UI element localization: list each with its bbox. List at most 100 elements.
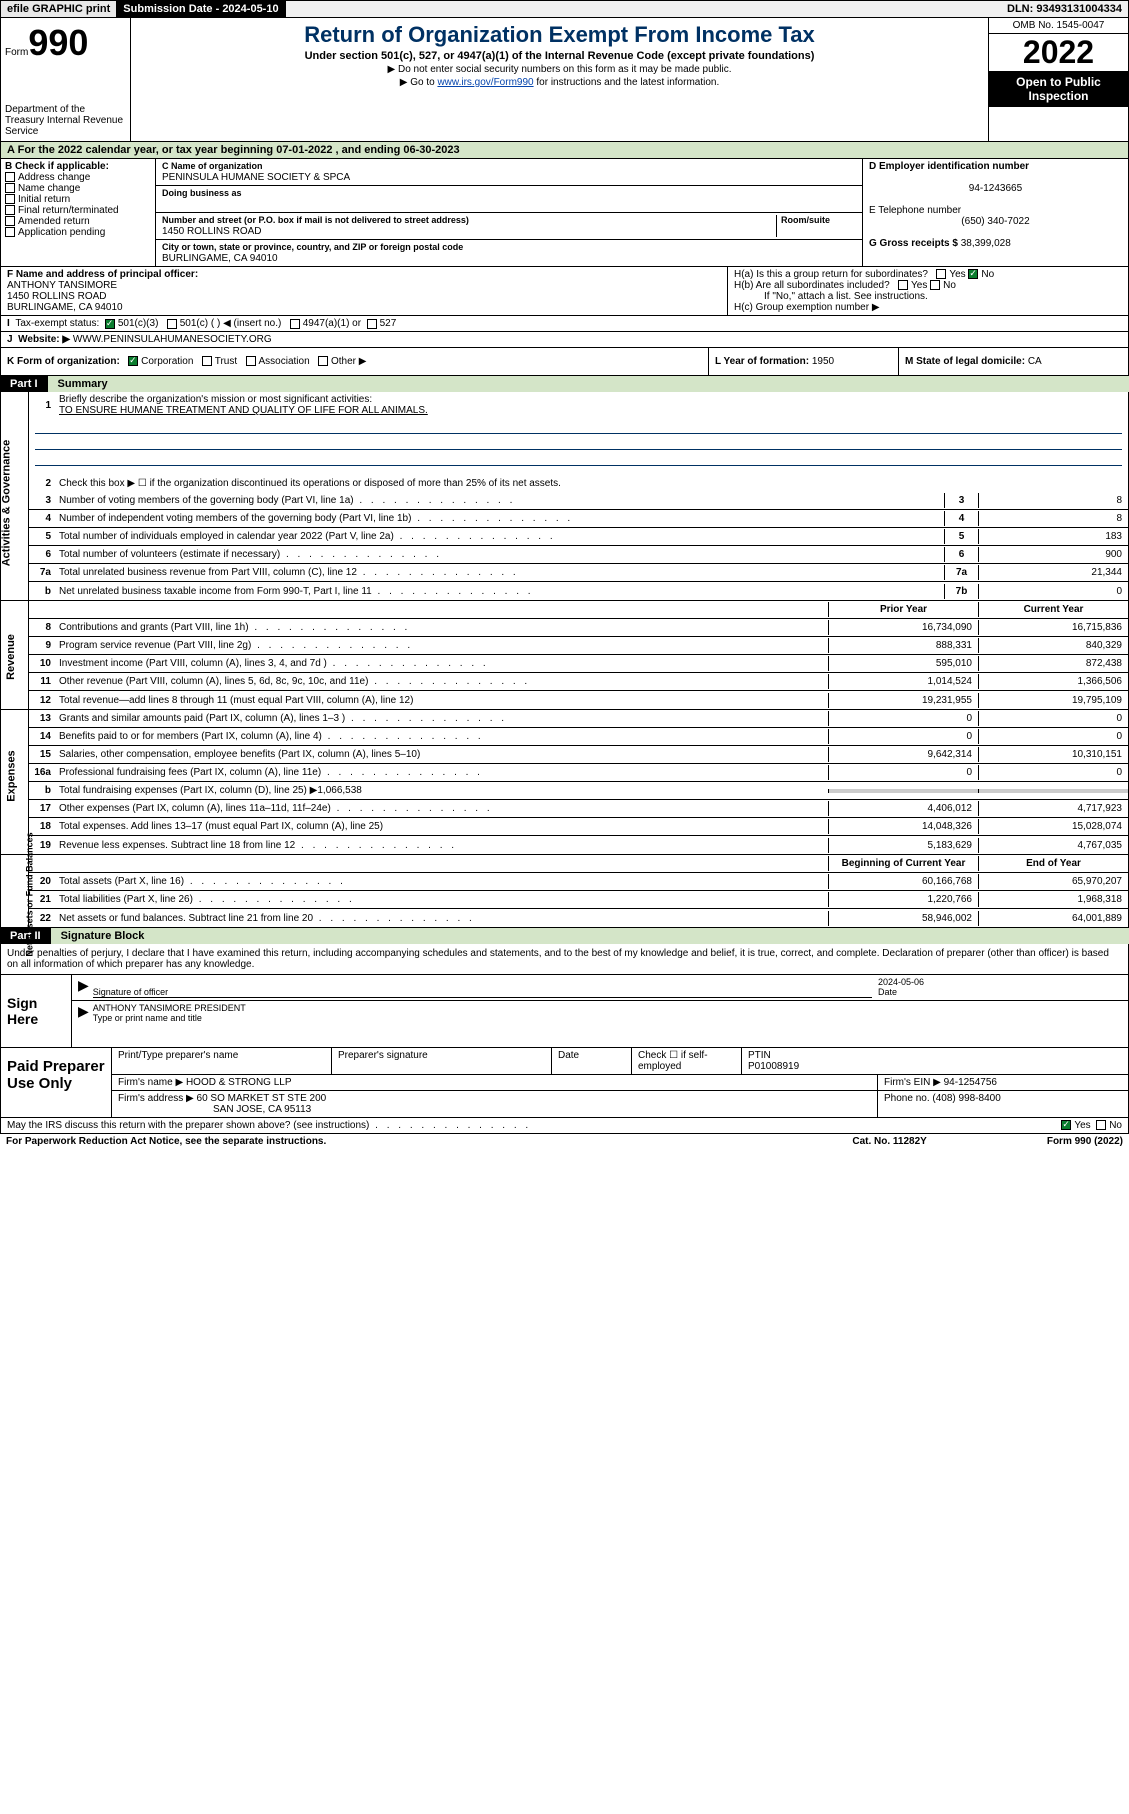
firm-addr2: SAN JOSE, CA 95113 <box>213 1104 311 1115</box>
prior-16a: 0 <box>828 765 978 780</box>
open-public-badge: Open to Public Inspection <box>989 71 1128 107</box>
efile-button[interactable]: efile GRAPHIC print <box>1 1 117 17</box>
val-5: 183 <box>978 529 1128 544</box>
activities-governance: Activities & Governance 1Briefly describ… <box>0 392 1129 601</box>
checkbox-527[interactable] <box>367 319 377 329</box>
prior-12: 19,231,955 <box>828 693 978 708</box>
signer-name: ANTHONY TANSIMORE PRESIDENT <box>93 1003 246 1013</box>
org-name: PENINSULA HUMANE SOCIETY & SPCA <box>162 172 350 183</box>
website: WWW.PENINSULAHUMANESOCIETY.ORG <box>73 334 272 345</box>
prior-22: 58,946,002 <box>828 911 978 926</box>
checkbox-hb-yes[interactable] <box>898 280 908 290</box>
section-c: C Name of organizationPENINSULA HUMANE S… <box>156 159 863 266</box>
checkbox-application-pending[interactable] <box>5 227 15 237</box>
officer-name: ANTHONY TANSIMORE <box>7 280 117 291</box>
net-assets-section: Net Assets or Fund Balances Beginning of… <box>0 855 1129 928</box>
checkbox-final-return[interactable] <box>5 205 15 215</box>
prior-18: 14,048,326 <box>828 819 978 834</box>
section-f: F Name and address of principal officer:… <box>1 267 728 315</box>
row-k: K Form of organization: Corporation Trus… <box>0 348 1129 376</box>
curr-20: 65,970,207 <box>978 874 1128 889</box>
form-label: Form <box>5 47 28 58</box>
val-7b: 0 <box>978 584 1128 599</box>
discuss-row: May the IRS discuss this return with the… <box>0 1118 1129 1134</box>
checkbox-ha-yes[interactable] <box>936 269 946 279</box>
main-title: Return of Organization Exempt From Incom… <box>141 22 978 48</box>
org-street: 1450 ROLLINS ROAD <box>162 226 262 237</box>
checkbox-corporation[interactable] <box>128 356 138 366</box>
checkbox-ha-no[interactable] <box>968 269 978 279</box>
submission-date: Submission Date - 2024-05-10 <box>117 1 285 17</box>
cat-no: Cat. No. 11282Y <box>852 1136 926 1147</box>
arrow-icon: ▶ <box>78 977 89 998</box>
checkbox-address-change[interactable] <box>5 172 15 182</box>
prior-20: 60,166,768 <box>828 874 978 889</box>
mission-line <box>35 452 1122 466</box>
section-h: H(a) Is this a group return for subordin… <box>728 267 1128 315</box>
firm-name: HOOD & STRONG LLP <box>186 1077 292 1088</box>
checkbox-501c[interactable] <box>167 319 177 329</box>
val-6: 900 <box>978 547 1128 562</box>
form-number: 990 <box>28 22 88 63</box>
mission: TO ENSURE HUMANE TREATMENT AND QUALITY O… <box>59 405 428 416</box>
telephone: (650) 340-7022 <box>869 216 1122 227</box>
val-7a: 21,344 <box>978 565 1128 580</box>
checkbox-hb-no[interactable] <box>930 280 940 290</box>
part-1-header: Part I Summary <box>0 376 1129 392</box>
prior-15: 9,642,314 <box>828 747 978 762</box>
declaration: Under penalties of perjury, I declare th… <box>0 944 1129 975</box>
curr-19: 4,767,035 <box>978 838 1128 853</box>
prior-21: 1,220,766 <box>828 892 978 907</box>
prior-13: 0 <box>828 711 978 726</box>
curr-11: 1,366,506 <box>978 674 1128 689</box>
checkbox-501c3[interactable] <box>105 319 115 329</box>
section-b: B Check if applicable: Address change Na… <box>1 159 156 266</box>
subtitle: Under section 501(c), 527, or 4947(a)(1)… <box>141 50 978 62</box>
checkbox-trust[interactable] <box>202 356 212 366</box>
curr-16b <box>978 789 1128 793</box>
part-2-header: Part II Signature Block <box>0 928 1129 944</box>
instruction-2: ▶ Go to www.irs.gov/Form990 for instruct… <box>141 77 978 88</box>
checkbox-initial-return[interactable] <box>5 194 15 204</box>
prior-16b <box>828 789 978 793</box>
prior-19: 5,183,629 <box>828 838 978 853</box>
curr-22: 64,001,889 <box>978 911 1128 926</box>
firm-phone: (408) 998-8400 <box>932 1093 1000 1104</box>
revenue-section: Revenue Prior YearCurrent Year 8Contribu… <box>0 601 1129 710</box>
curr-16a: 0 <box>978 765 1128 780</box>
curr-21: 1,968,318 <box>978 892 1128 907</box>
arrow-icon: ▶ <box>78 1003 89 1023</box>
checkbox-discuss-no[interactable] <box>1096 1120 1106 1130</box>
expenses-section: Expenses 13Grants and similar amounts pa… <box>0 710 1129 855</box>
curr-10: 872,438 <box>978 656 1128 671</box>
form-header: Form990 Department of the Treasury Inter… <box>0 18 1129 142</box>
top-bar: efile GRAPHIC print Submission Date - 20… <box>0 0 1129 18</box>
bottom-line: For Paperwork Reduction Act Notice, see … <box>0 1134 1129 1149</box>
firm-addr1: 60 SO MARKET ST STE 200 <box>197 1093 327 1104</box>
checkbox-amended[interactable] <box>5 216 15 226</box>
tax-year: 2022 <box>989 34 1128 71</box>
prior-11: 1,014,524 <box>828 674 978 689</box>
row-fgh: F Name and address of principal officer:… <box>0 267 1129 316</box>
val-3: 8 <box>978 493 1128 508</box>
row-j: J Website: ▶ WWW.PENINSULAHUMANESOCIETY.… <box>0 332 1129 348</box>
checkbox-4947[interactable] <box>290 319 300 329</box>
omb-number: OMB No. 1545-0047 <box>989 18 1128 34</box>
org-city: BURLINGAME, CA 94010 <box>162 253 278 264</box>
org-info-row: B Check if applicable: Address change Na… <box>0 159 1129 267</box>
checkbox-other[interactable] <box>318 356 328 366</box>
irs-link[interactable]: www.irs.gov/Form990 <box>437 77 533 88</box>
prior-17: 4,406,012 <box>828 801 978 816</box>
ein: 94-1243665 <box>869 183 1122 194</box>
sign-here: Sign Here ▶Signature of officer2024-05-0… <box>0 975 1129 1048</box>
instruction-1: ▶ Do not enter social security numbers o… <box>141 64 978 75</box>
prior-8: 16,734,090 <box>828 620 978 635</box>
checkbox-discuss-yes[interactable] <box>1061 1120 1071 1130</box>
state-domicile: CA <box>1028 356 1042 367</box>
gross-receipts: 38,399,028 <box>961 238 1011 249</box>
firm-ein: 94-1254756 <box>944 1077 997 1088</box>
checkbox-association[interactable] <box>246 356 256 366</box>
checkbox-name-change[interactable] <box>5 183 15 193</box>
dept-label: Department of the Treasury Internal Reve… <box>5 104 126 137</box>
curr-8: 16,715,836 <box>978 620 1128 635</box>
